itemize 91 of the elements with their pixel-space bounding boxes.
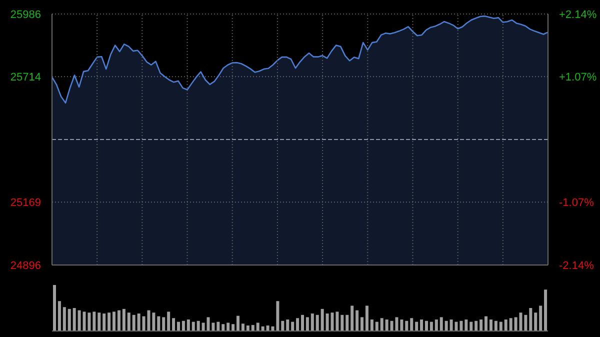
bar — [117, 310, 120, 331]
bar — [286, 320, 290, 331]
bar — [375, 322, 378, 331]
bar — [167, 312, 170, 331]
bar — [102, 314, 106, 331]
bar — [58, 301, 61, 331]
bar — [132, 314, 136, 331]
bar — [122, 308, 126, 331]
bar — [440, 317, 443, 331]
bar — [172, 318, 176, 331]
bar — [296, 318, 300, 331]
bar — [246, 325, 250, 331]
bar — [544, 290, 548, 331]
bar — [539, 306, 542, 331]
bar — [380, 318, 384, 331]
bar — [310, 314, 314, 331]
bar — [236, 316, 240, 331]
bar — [405, 320, 408, 331]
bar — [489, 320, 492, 331]
bar — [326, 314, 329, 331]
bar — [346, 314, 349, 331]
bar — [157, 316, 160, 331]
y2-tick-label: +1.07% — [559, 72, 597, 84]
y-tick-label: 25714 — [10, 72, 41, 84]
bar — [400, 320, 404, 331]
bar — [152, 312, 156, 331]
bar — [484, 316, 488, 331]
y-tick-label: 25169 — [10, 197, 41, 210]
bar — [350, 306, 354, 331]
bar — [499, 322, 502, 331]
bar — [182, 320, 185, 331]
bar — [340, 314, 344, 331]
bar — [430, 322, 433, 331]
bar — [464, 320, 468, 331]
y2-tick-label: -1.07% — [559, 197, 594, 210]
y2-tick-label: +2.14% — [559, 8, 597, 21]
bar — [52, 285, 56, 331]
bar — [196, 320, 200, 331]
bar — [306, 317, 309, 331]
bar — [226, 322, 230, 331]
bar — [108, 312, 111, 331]
bar — [256, 322, 260, 331]
bar — [444, 320, 448, 331]
bar — [112, 312, 116, 331]
bar — [98, 312, 101, 331]
bar — [72, 308, 76, 331]
bar — [232, 324, 235, 331]
bar — [300, 314, 304, 331]
bar — [192, 322, 195, 331]
bar — [534, 312, 538, 331]
bar — [420, 320, 424, 331]
bar — [320, 308, 324, 331]
bar — [62, 307, 66, 331]
bar — [251, 325, 254, 331]
bar — [365, 306, 368, 331]
bar — [162, 317, 166, 331]
bar — [504, 320, 508, 331]
bar — [509, 318, 512, 331]
bar — [410, 318, 414, 331]
bar — [281, 320, 284, 331]
bar — [78, 310, 81, 331]
y2-tick-label: -2.14% — [559, 260, 594, 272]
bar — [186, 320, 190, 331]
bar — [470, 322, 473, 331]
bar — [216, 322, 220, 331]
y-tick-label: 25986 — [10, 8, 41, 21]
bar — [241, 324, 244, 331]
bar — [356, 310, 359, 331]
bar — [92, 312, 96, 331]
bar — [370, 320, 374, 331]
bar — [385, 320, 388, 331]
bar — [316, 314, 319, 331]
bar — [276, 301, 280, 331]
bar — [202, 322, 205, 331]
bar — [68, 308, 71, 331]
bar — [434, 320, 438, 331]
bar — [529, 308, 532, 331]
bar — [176, 322, 180, 331]
bar — [480, 320, 483, 331]
bar — [222, 324, 225, 331]
bar — [360, 317, 364, 331]
bar — [291, 322, 294, 331]
bar — [415, 322, 418, 331]
bar — [494, 320, 498, 331]
bar — [127, 312, 130, 331]
bar — [524, 314, 528, 331]
bar — [474, 320, 478, 331]
bar — [450, 320, 453, 331]
bar — [137, 314, 140, 331]
y-tick-label: 24896 — [10, 260, 41, 272]
bar — [424, 320, 428, 331]
